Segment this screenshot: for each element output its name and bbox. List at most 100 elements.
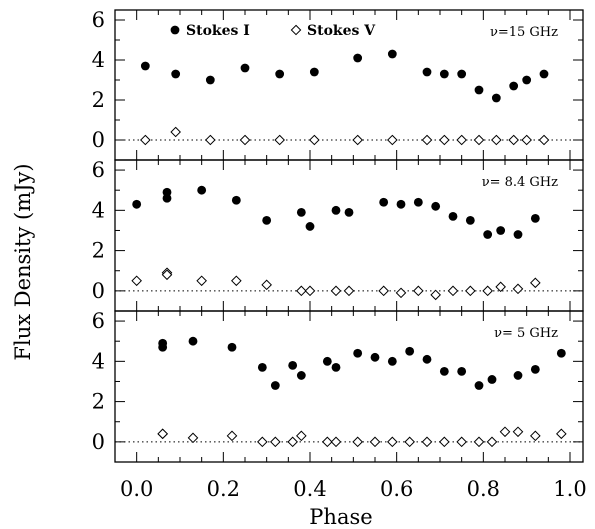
stokes-v-point [170, 126, 181, 138]
stokes-i-point [305, 222, 315, 231]
stokes-i-point [331, 362, 341, 372]
y-tick-label: 6 [92, 309, 105, 333]
stokes-v-point [330, 436, 342, 448]
stokes-i-point [132, 199, 142, 209]
stokes-i-point [474, 381, 484, 390]
stokes-i-point [227, 342, 237, 352]
stokes-v-point [378, 285, 389, 297]
stokes-v-point [330, 285, 342, 297]
stokes-v-point [309, 134, 320, 146]
panels: 0 2 4 6 ν=15 GHz 0 2 4 6 ν= 8.4 GHz 0 2 4 6 ν= 5 GHz 0.… [92, 8, 587, 501]
stokes-i-point [509, 81, 519, 91]
y-tick-label: 6 [92, 8, 105, 32]
y-tick-label: 4 [92, 198, 105, 222]
stokes-i-point [322, 356, 332, 366]
stokes-v-point [387, 436, 398, 448]
stokes-i-point [556, 348, 566, 358]
stokes-v-point [491, 134, 502, 146]
stokes-i-point [487, 375, 497, 384]
stokes-i-point [296, 207, 306, 217]
stokes-i-point [353, 348, 363, 358]
panel-frame [114, 310, 584, 463]
stokes-i-point [448, 211, 458, 221]
stokes-v-point [395, 287, 407, 299]
stokes-v-series [140, 126, 550, 146]
stokes-v-point [495, 281, 506, 293]
stokes-v-point [187, 432, 199, 444]
y-tick-label: 0 [92, 279, 105, 303]
stokes-v-point [512, 426, 524, 438]
stokes-i-point [140, 61, 150, 71]
stokes-i-point [439, 69, 449, 79]
stokes-i-series [140, 49, 549, 103]
stokes-i-point [387, 49, 397, 59]
y-tick-label: 2 [92, 390, 105, 414]
legend: Stokes I Stokes V [170, 23, 376, 39]
y-tick-label: 0 [92, 430, 105, 454]
stokes-v-point [257, 436, 268, 448]
stokes-i-point [231, 195, 241, 205]
stokes-i-point [513, 230, 523, 239]
stokes-v-point [556, 428, 567, 440]
stokes-i-point [158, 342, 168, 352]
x-tick-label: 0.0 [120, 477, 153, 501]
x-tick-label: 1.0 [553, 477, 586, 501]
stokes-v-point [521, 134, 532, 146]
y-tick-label: 4 [92, 48, 105, 72]
stokes-i-point [162, 193, 172, 203]
stokes-i-point [457, 367, 467, 376]
stokes-i-series [158, 336, 566, 390]
stokes-i-point [288, 360, 298, 370]
stokes-i-point [331, 205, 341, 215]
stokes-v-point [499, 426, 511, 438]
y-axis-title: Flux Density (mJy) [11, 163, 35, 360]
stokes-v-point [473, 134, 485, 146]
stokes-v-series [131, 267, 541, 301]
stokes-v-point [439, 134, 450, 146]
legend-stokes-v-marker [290, 24, 302, 36]
stokes-v-point [387, 134, 398, 146]
stokes-i-point [413, 197, 423, 207]
stokes-v-point [322, 436, 333, 448]
stokes-v-point [304, 285, 316, 297]
frequency-label: ν=15 GHz [490, 25, 558, 40]
stokes-v-point [157, 428, 168, 440]
stokes-i-point [379, 197, 389, 207]
stokes-v-point [486, 436, 498, 448]
stokes-i-point [353, 53, 363, 63]
stokes-v-point [456, 134, 467, 146]
stokes-i-point [387, 356, 397, 366]
stokes-i-point [197, 185, 207, 195]
stokes-i-point [422, 354, 432, 364]
stokes-i-point [513, 371, 523, 380]
stokes-i-point [530, 213, 540, 223]
legend-stokes-v-label: Stokes V [307, 23, 376, 39]
x-axis-title: Phase [309, 505, 372, 529]
stokes-v-point [508, 134, 519, 146]
stokes-i-point [405, 346, 415, 356]
stokes-i-point [205, 75, 215, 85]
stokes-v-point [352, 134, 363, 146]
y-tick-label: 4 [92, 349, 105, 373]
stokes-i-point [422, 67, 432, 77]
stokes-i-point [522, 75, 532, 85]
stokes-v-point [538, 134, 550, 146]
stokes-i-point [539, 69, 549, 79]
stokes-i-point [270, 381, 280, 390]
stokes-v-point [131, 275, 142, 287]
y-tick-label: 2 [92, 88, 105, 112]
stokes-v-point [473, 436, 485, 448]
stokes-i-point [309, 67, 319, 77]
frequency-label: ν= 8.4 GHz [482, 175, 558, 190]
y-tick-label: 2 [92, 239, 105, 263]
stokes-v-point [421, 436, 433, 448]
stokes-v-point [226, 430, 238, 442]
stokes-v-point [239, 134, 251, 146]
stokes-v-point [352, 436, 363, 448]
stokes-v-point [465, 285, 476, 297]
stokes-i-point [275, 69, 285, 79]
stokes-i-point [296, 371, 306, 380]
stokes-i-point [457, 69, 467, 79]
stokes-v-point [530, 430, 541, 442]
